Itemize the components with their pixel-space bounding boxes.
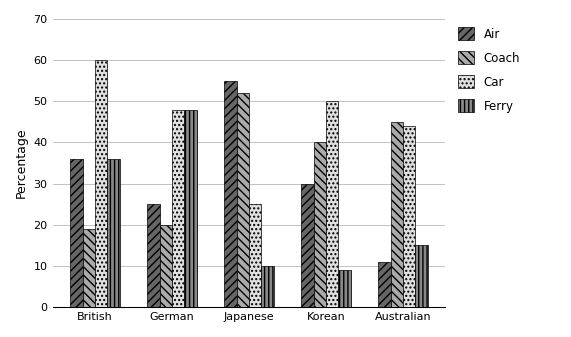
Bar bbox=[403, 126, 415, 307]
Bar bbox=[326, 101, 338, 307]
Bar bbox=[236, 93, 249, 307]
Bar bbox=[313, 143, 326, 307]
Bar bbox=[160, 225, 172, 307]
Bar bbox=[224, 81, 236, 307]
Bar bbox=[262, 266, 274, 307]
Bar bbox=[172, 110, 184, 307]
Bar bbox=[415, 245, 428, 307]
Legend: Air, Coach, Car, Ferry: Air, Coach, Car, Ferry bbox=[455, 25, 522, 115]
Bar bbox=[338, 270, 351, 307]
Bar bbox=[378, 262, 391, 307]
Bar bbox=[107, 159, 120, 307]
Bar bbox=[83, 229, 95, 307]
Bar bbox=[249, 204, 262, 307]
Bar bbox=[391, 122, 403, 307]
Bar bbox=[95, 60, 107, 307]
Bar bbox=[301, 184, 313, 307]
Bar bbox=[70, 159, 83, 307]
Bar bbox=[184, 110, 196, 307]
Bar bbox=[147, 204, 160, 307]
Y-axis label: Percentage: Percentage bbox=[15, 128, 28, 198]
